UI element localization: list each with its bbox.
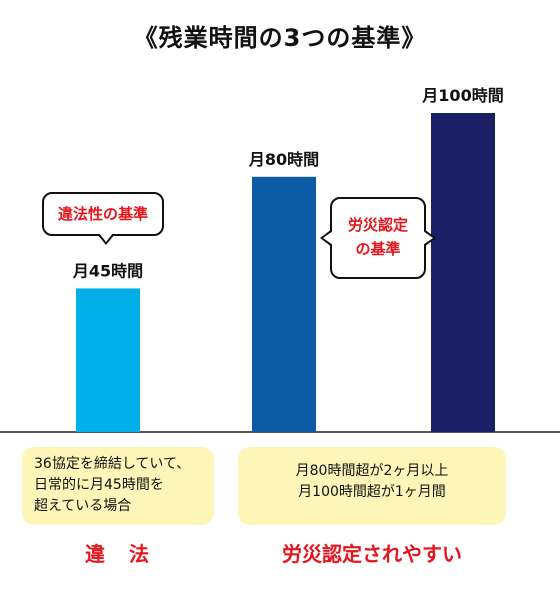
bar-label: 月100時間 <box>421 86 503 105</box>
rosai-condition-line: 月100時間超が1ヶ月間 <box>298 484 446 500</box>
bar <box>431 113 495 432</box>
bar-label: 月80時間 <box>248 150 319 169</box>
rosai-condition-line: 月80時間超が2ヶ月以上 <box>295 463 449 479</box>
illegal-condition-line: 日常的に月45時間を <box>34 477 164 493</box>
legal-standard-callout: 違法性の基準 <box>42 192 164 245</box>
illegal-condition-line: 超えている場合 <box>34 498 132 514</box>
bar <box>76 288 140 432</box>
bar-label: 月45時間 <box>72 261 143 280</box>
rosai-condition-box: 月80時間超が2ヶ月以上 月100時間超が1ヶ月間 <box>238 447 506 525</box>
chart-title: 《残業時間の3つの基準》 <box>133 24 427 52</box>
illegal-condition-box: 36協定を締結していて、 日常的に月45時間を 超えている場合 <box>22 447 214 525</box>
legal-standard-label: 違法性の基準 <box>57 205 148 223</box>
rosai-standard-label-line1: 労災認定 <box>347 216 408 234</box>
rosai-verdict: 労災認定されやすい <box>282 542 462 566</box>
rosai-standard-callout: 労災認定 の基準 <box>320 197 436 279</box>
rosai-standard-label-line2: の基準 <box>355 240 401 258</box>
illegal-verdict: 違 法 <box>85 542 151 566</box>
illegal-condition-line: 36協定を締結していて、 <box>34 456 191 472</box>
bar <box>252 176 316 432</box>
